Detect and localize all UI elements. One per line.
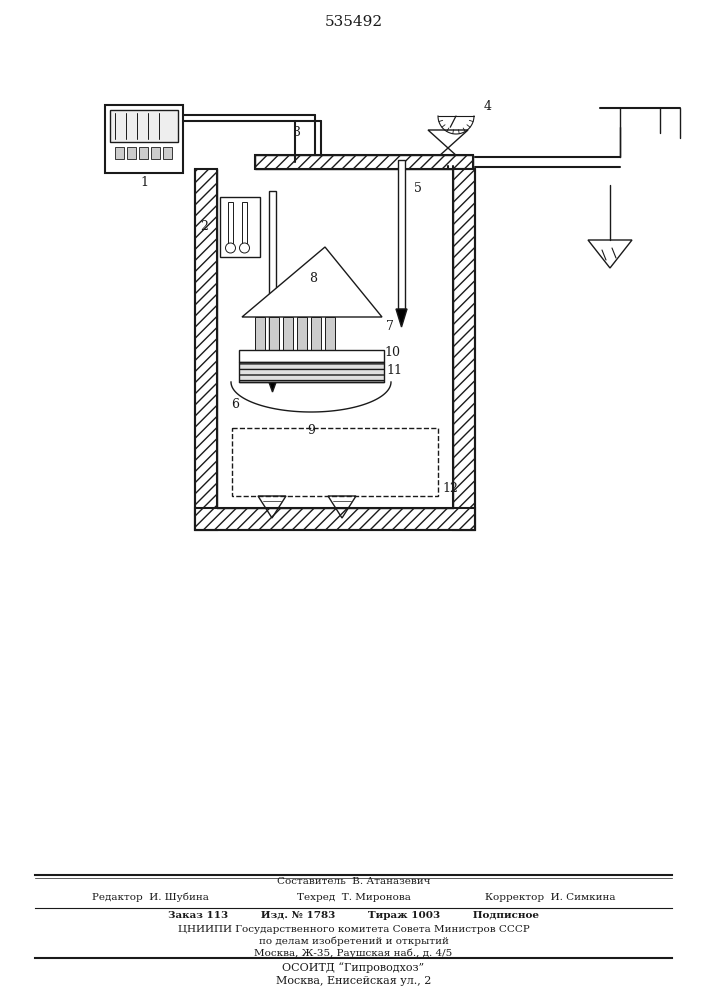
Text: 11: 11 — [386, 363, 402, 376]
Text: Техред  Т. Миронова: Техред Т. Миронова — [296, 892, 411, 902]
Polygon shape — [428, 148, 468, 166]
Text: 7: 7 — [386, 320, 394, 334]
Text: Москва, Ж-35, Раушская наб., д. 4/5: Москва, Ж-35, Раушская наб., д. 4/5 — [255, 948, 452, 958]
Bar — [311, 317, 321, 350]
Text: 3: 3 — [293, 126, 301, 139]
Bar — [239, 350, 384, 362]
Text: 2: 2 — [200, 221, 208, 233]
Bar — [127, 147, 136, 159]
Bar — [242, 202, 247, 244]
Text: 6: 6 — [231, 397, 239, 410]
Polygon shape — [588, 240, 632, 268]
Text: Корректор  И. Симкина: Корректор И. Симкина — [484, 892, 615, 902]
Bar — [195, 508, 475, 530]
Bar — [110, 110, 178, 142]
Bar — [255, 155, 473, 169]
Bar — [228, 202, 233, 244]
Bar — [325, 317, 335, 350]
Bar — [163, 147, 172, 159]
Bar — [115, 147, 124, 159]
Text: 1: 1 — [140, 176, 148, 190]
Text: ЦНИИПИ Государственного комитета Совета Министров СССР: ЦНИИПИ Государственного комитета Совета … — [177, 924, 530, 934]
Bar — [255, 155, 473, 169]
Text: 5: 5 — [414, 182, 422, 194]
Polygon shape — [428, 130, 468, 148]
Bar — [195, 169, 217, 530]
Bar — [232, 428, 438, 496]
Bar — [283, 317, 293, 350]
Bar — [255, 317, 265, 350]
Bar — [151, 147, 160, 159]
Circle shape — [240, 243, 250, 253]
Bar — [220, 197, 260, 257]
Text: Москва, Енисейская ул., 2: Москва, Енисейская ул., 2 — [276, 976, 431, 986]
Bar — [139, 147, 148, 159]
Text: 4: 4 — [484, 100, 492, 112]
Bar — [239, 362, 384, 382]
Bar — [239, 362, 384, 382]
Text: ОСОИТД “Гипроводхоз”: ОСОИТД “Гипроводхоз” — [282, 963, 425, 973]
Bar — [269, 191, 276, 374]
Bar — [398, 160, 405, 309]
Polygon shape — [396, 309, 407, 327]
Text: 12: 12 — [442, 482, 458, 494]
Text: 8: 8 — [309, 272, 317, 286]
Text: 10: 10 — [384, 347, 400, 360]
Circle shape — [226, 243, 235, 253]
Text: 9: 9 — [307, 424, 315, 436]
Polygon shape — [266, 374, 279, 392]
Text: Составитель  В. Атаназевич: Составитель В. Атаназевич — [276, 878, 431, 886]
Bar — [453, 169, 475, 530]
Bar — [105, 105, 183, 173]
Text: Заказ 113         Изд. № 1783         Тираж 1003         Подписное: Заказ 113 Изд. № 1783 Тираж 1003 Подписн… — [168, 912, 539, 920]
Bar — [195, 508, 475, 530]
Bar — [297, 317, 307, 350]
Bar — [453, 169, 475, 530]
Text: 535492: 535492 — [325, 15, 383, 29]
Polygon shape — [242, 247, 382, 317]
Text: по делам изобретений и открытий: по делам изобретений и открытий — [259, 936, 448, 946]
Bar — [269, 317, 279, 350]
Bar — [195, 169, 217, 530]
Text: Редактор  И. Шубина: Редактор И. Шубина — [92, 892, 209, 902]
